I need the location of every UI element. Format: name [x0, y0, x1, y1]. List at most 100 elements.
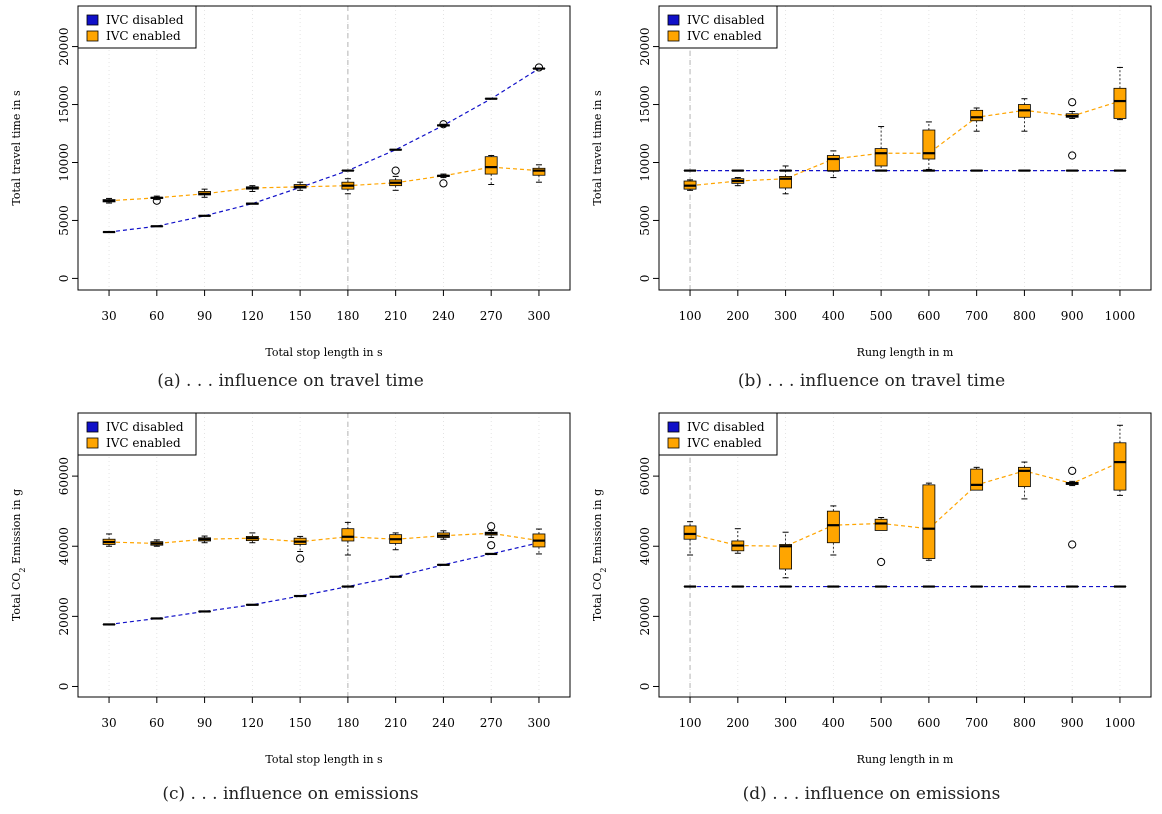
chart-svg-b: 0 5000 10000 15000 20000 100 200 300 400 500 600 70… — [591, 5, 1152, 359]
x-tick-label-90: 90 — [197, 716, 212, 730]
legend-label-enabled: IVC enabled — [687, 436, 762, 450]
outlier-0 — [534, 63, 544, 72]
box-enabled-200 — [731, 528, 745, 554]
y-axis-label: Total travel time in s — [10, 90, 23, 206]
box-enabled-1000 — [1113, 424, 1127, 496]
outlier-0 — [152, 196, 161, 205]
legend-swatch-disabled — [86, 14, 99, 26]
x-tick-label-210: 210 — [384, 309, 407, 323]
box-enabled-500 — [874, 126, 888, 172]
x-tick-label-200: 200 — [726, 309, 749, 323]
y-tick-label-20000: 20000 — [638, 597, 652, 635]
x-axis-label: Rung length in m — [857, 346, 954, 359]
outlier-0 — [487, 541, 496, 550]
box-body — [484, 156, 498, 175]
box-body — [532, 167, 546, 176]
y-tick-label-0: 0 — [638, 683, 652, 691]
x-tick-label-270: 270 — [480, 716, 503, 730]
x-tick-label-700: 700 — [965, 309, 988, 323]
box-enabled-60 — [150, 539, 164, 547]
chart-panel-a: 0 5000 10000 15000 20000 30 60 90 120 150 180 210 24… — [0, 0, 581, 407]
box-disabled-120 — [245, 202, 259, 205]
y-tick-label-0: 0 — [57, 683, 71, 691]
x-tick-label-300: 300 — [774, 309, 797, 323]
box-body — [970, 109, 984, 122]
x-axis-label: Total stop length in s — [265, 753, 383, 766]
box-enabled-210 — [389, 532, 403, 551]
y-tick-label-10000: 10000 — [57, 143, 71, 181]
x-tick-label-300: 300 — [527, 716, 550, 730]
box-body — [1018, 466, 1031, 488]
x-tick-label-120: 120 — [241, 716, 264, 730]
legend-label-enabled: IVC enabled — [106, 29, 181, 43]
legend-swatch-disabled — [667, 421, 680, 433]
legend-swatch-enabled — [667, 30, 680, 42]
x-tick-label-240: 240 — [432, 309, 455, 323]
chart-panel-b: 0 5000 10000 15000 20000 100 200 300 400 500 600 70… — [581, 0, 1162, 407]
box-enabled-800 — [1018, 461, 1031, 500]
chart-panel-d: 0 20000 40000 60000 100 200 300 400 500 600 700 800… — [581, 407, 1162, 814]
box-body — [826, 510, 840, 544]
box-enabled-180 — [341, 521, 355, 556]
y-tick-label-5000: 5000 — [57, 205, 71, 236]
legend-swatch-disabled — [86, 421, 99, 433]
box-enabled-700 — [970, 466, 984, 491]
outlier-1 — [1068, 466, 1077, 475]
y-tick-label-15000: 15000 — [57, 85, 71, 123]
x-tick-label-150: 150 — [289, 309, 312, 323]
trend-line-enabled — [109, 166, 539, 202]
box-enabled-900 — [1065, 466, 1079, 549]
y-tick-label-60000: 60000 — [638, 457, 652, 495]
y-axis-label: Total CO2 Emission in g — [591, 489, 608, 621]
x-tick-label-200: 200 — [726, 716, 749, 730]
box-enabled-400 — [826, 150, 840, 179]
legend-label-enabled: IVC enabled — [106, 436, 181, 450]
chart-caption-c: (c) . . . influence on emissions — [162, 784, 419, 804]
box-enabled-270 — [484, 522, 498, 550]
x-tick-label-30: 30 — [101, 309, 116, 323]
y-tick-label-40000: 40000 — [638, 527, 652, 565]
box-enabled-400 — [826, 505, 840, 556]
y-tick-label-20000: 20000 — [57, 597, 71, 635]
legend-label-enabled: IVC enabled — [687, 29, 762, 43]
box-enabled-300 — [532, 164, 546, 183]
box-enabled-900 — [1065, 98, 1079, 160]
box-enabled-90 — [198, 535, 211, 544]
x-tick-label-800: 800 — [1013, 716, 1036, 730]
box-body — [683, 525, 697, 540]
box-enabled-600 — [922, 482, 936, 561]
legend-swatch-enabled — [86, 437, 99, 449]
outlier-0 — [1068, 151, 1077, 160]
outlier-0 — [1068, 540, 1077, 549]
x-tick-label-100: 100 — [679, 309, 702, 323]
box-body — [874, 148, 888, 167]
legend-swatch-disabled — [667, 14, 680, 26]
x-tick-label-180: 180 — [336, 309, 359, 323]
legend-swatch-enabled — [86, 30, 99, 42]
x-tick-label-60: 60 — [149, 716, 164, 730]
x-tick-label-300: 300 — [527, 309, 550, 323]
x-tick-label-120: 120 — [241, 309, 264, 323]
x-tick-label-240: 240 — [432, 716, 455, 730]
chart-svg-d: 0 20000 40000 60000 100 200 300 400 500 600 700 800… — [591, 412, 1152, 766]
x-tick-label-600: 600 — [917, 309, 940, 323]
legend-label-disabled: IVC disabled — [106, 13, 184, 27]
box-disabled-240 — [437, 120, 450, 129]
trend-line-disabled — [108, 542, 540, 626]
box-body — [779, 175, 792, 189]
chart-panel-c: 0 20000 40000 60000 30 60 90 120 150 180 210 240 270… — [0, 407, 581, 814]
outlier-1 — [487, 522, 496, 531]
outlier-0 — [296, 554, 305, 563]
x-tick-label-600: 600 — [917, 716, 940, 730]
box-enabled-700 — [970, 107, 984, 132]
box-body — [1113, 87, 1127, 119]
plot-frame — [658, 412, 1152, 698]
chart-caption-a: (a) . . . influence on travel time — [157, 371, 424, 391]
box-body — [922, 129, 936, 160]
y-axis-label: Total CO2 Emission in g — [10, 489, 27, 621]
trend-line-enabled — [109, 532, 540, 545]
plot-frame — [77, 5, 571, 291]
x-tick-label-100: 100 — [679, 716, 702, 730]
box-enabled-240 — [437, 530, 450, 540]
legend-swatch-enabled — [667, 437, 680, 449]
